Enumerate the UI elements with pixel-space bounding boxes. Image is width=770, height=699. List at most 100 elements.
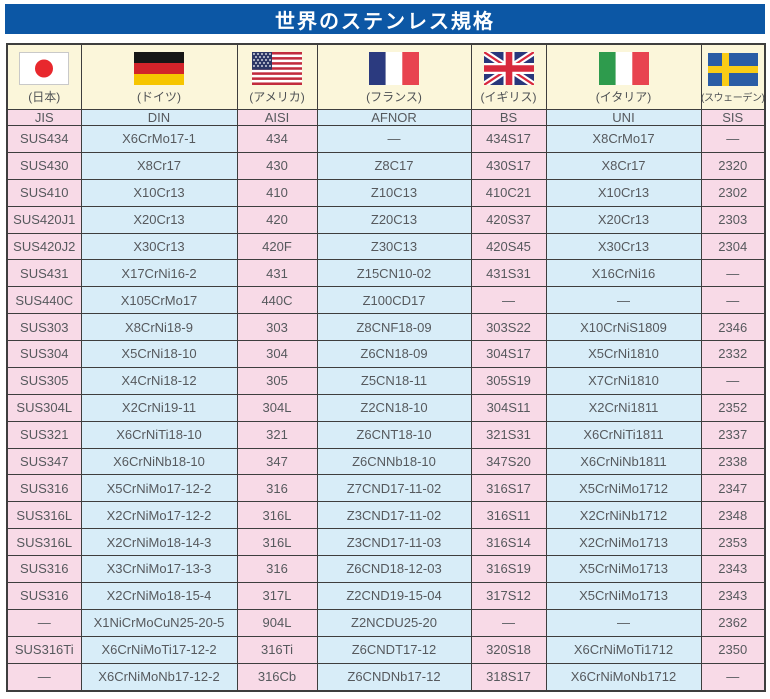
table-cell: SUS431 — [6, 259, 82, 288]
title-bar: 世界のステンレス規格 — [5, 4, 765, 34]
standards-name-row: JIS DIN AISI AFNOR BS UNI SIS — [6, 109, 766, 126]
table-cell: X6CrNiMoTi1712 — [545, 635, 702, 664]
table-cell: Z3CND17-11-03 — [316, 528, 472, 556]
japan-flag-icon — [19, 51, 70, 85]
germany-flag-icon — [134, 51, 184, 85]
table-cell: 2304 — [700, 232, 766, 261]
table-cell: X16CrNi16 — [545, 259, 702, 288]
table-cell: 2350 — [700, 635, 766, 664]
flag-header-cell-france: (フランス) — [316, 43, 472, 110]
table-cell: X5CrNiMo17-12-2 — [80, 474, 238, 503]
standard-name-din: DIN — [80, 109, 238, 126]
table-cell: SUS303 — [6, 313, 82, 341]
table-cell: 317L — [236, 581, 318, 610]
page: 世界のステンレス規格 (日本) — [0, 4, 770, 692]
table-cell: SUS316L — [6, 501, 82, 530]
table-cell: X6CrNiMoTi17-12-2 — [80, 635, 238, 664]
table-row: SUS321 X6CrNiTi18-10 321 Z6CNT18-10 321S31 X6… — [6, 420, 766, 449]
country-label: (日本) — [28, 89, 61, 104]
country-label: (フランス) — [366, 89, 422, 104]
standard-name-uni: UNI — [545, 109, 702, 126]
flag-header-cell-sweden: (スウェーデン) — [700, 43, 766, 110]
table-cell: X8Cr17 — [545, 151, 702, 180]
table-cell: X2CrNiMo17-12-2 — [80, 501, 238, 530]
table-cell: X2CrNi19-11 — [80, 393, 238, 422]
table-cell: X2CrNi1811 — [545, 393, 702, 422]
table-cell: ― — [700, 259, 766, 288]
table-cell: X30Cr13 — [80, 232, 238, 261]
table-cell: X8CrMo17 — [545, 125, 702, 153]
country-label: (アメリカ) — [249, 89, 305, 104]
uk-flag-icon — [483, 51, 534, 85]
table-cell: 2353 — [700, 528, 766, 556]
table-cell: 420F — [236, 232, 318, 261]
table-cell: X2CrNiMo1713 — [545, 528, 702, 556]
table-cell: ― — [470, 286, 547, 315]
table-cell: 2362 — [700, 608, 766, 637]
table-cell: 318S17 — [470, 662, 547, 692]
france-flag-icon — [369, 51, 419, 85]
table-cell: X5CrNiMo1712 — [545, 474, 702, 503]
table-cell: 2302 — [700, 178, 766, 207]
table-cell: 2332 — [700, 340, 766, 368]
table-cell: ― — [700, 286, 766, 315]
table-cell: X2CrNiMo18-15-4 — [80, 581, 238, 610]
table-cell: SUS316Ti — [6, 635, 82, 664]
table-cell: Z30C13 — [316, 232, 472, 261]
table-cell: ― — [6, 662, 82, 692]
table-cell: X5CrNi1810 — [545, 340, 702, 368]
table-cell: 304L — [236, 393, 318, 422]
table-row: SUS431 X17CrNi16-2 431 Z15CN10-02 431S31 X16C… — [6, 259, 766, 288]
table-cell: SUS420J2 — [6, 232, 82, 261]
table-cell: 321S31 — [470, 420, 547, 449]
flag-header-cell-germany: (ドイツ) — [80, 43, 238, 110]
table-cell: X10CrNiS1809 — [545, 313, 702, 341]
table-cell: 434 — [236, 125, 318, 153]
table-cell: X6CrNiMoNb1712 — [545, 662, 702, 692]
table-cell: 420 — [236, 205, 318, 234]
table-cell: 420S45 — [470, 232, 547, 261]
table-cell: X10Cr13 — [80, 178, 238, 207]
page-title: 世界のステンレス規格 — [275, 10, 495, 33]
flag-header-cell-japan: (日本) — [6, 43, 82, 110]
table-cell: SUS440C — [6, 286, 82, 315]
table-cell: SUS304L — [6, 393, 82, 422]
country-label: (スウェーデン) — [701, 92, 765, 104]
table-cell: Z7CND17-11-02 — [316, 474, 472, 503]
table-cell: ― — [545, 286, 702, 315]
standard-name-sis: SIS — [700, 109, 766, 126]
table-cell: 410C21 — [470, 178, 547, 207]
table-cell: 2347 — [700, 474, 766, 503]
table-cell: X7CrNi1810 — [545, 366, 702, 395]
table-cell: 434S17 — [470, 125, 547, 153]
table-cell: ― — [700, 125, 766, 153]
table-row: SUS410 X10Cr13 410 Z10C13 410C21 X10Cr13 2302 — [6, 178, 766, 207]
standard-name-jis: JIS — [6, 109, 82, 126]
table-cell: 304S17 — [470, 340, 547, 368]
table-row: SUS316Ti X6CrNiMoTi17-12-2 316Ti Z6CNDT17-1… — [6, 635, 766, 664]
table-cell: SUS304 — [6, 340, 82, 368]
table-cell: ― — [700, 366, 766, 395]
table-cell: X2CrNiNb1712 — [545, 501, 702, 530]
table-cell: Z6CNDNb17-12 — [316, 662, 472, 692]
table-cell: X8CrNi18-9 — [80, 313, 238, 341]
standards-table-body: SUS434 X6CrMo17-1 434 ― 434S17 X8CrMo17 ― SUS43… — [6, 125, 766, 692]
table-cell: 316S14 — [470, 528, 547, 556]
table-cell: 2338 — [700, 447, 766, 476]
table-cell: 316S17 — [470, 474, 547, 503]
table-cell: 316L — [236, 528, 318, 556]
standards-table: (日本) (ドイツ) — [6, 43, 766, 692]
table-cell: 347S20 — [470, 447, 547, 476]
table-row: SUS316 X2CrNiMo18-15-4 317L Z2CND19-15-04 31… — [6, 581, 766, 610]
table-cell: Z2CN18-10 — [316, 393, 472, 422]
table-cell: SUS316L — [6, 528, 82, 556]
table-cell: 2343 — [700, 555, 766, 583]
country-label: (イギリス) — [480, 89, 537, 104]
table-cell: X20Cr13 — [545, 205, 702, 234]
table-cell: X6CrNiNb18-10 — [80, 447, 238, 476]
table-cell: 316Ti — [236, 635, 318, 664]
standard-name-aisi: AISI — [236, 109, 318, 126]
table-row: SUS305 X4CrNi18-12 305 Z5CN18-11 305S19 X7CrN… — [6, 366, 766, 395]
table-cell: 430 — [236, 151, 318, 180]
table-cell: 420S37 — [470, 205, 547, 234]
